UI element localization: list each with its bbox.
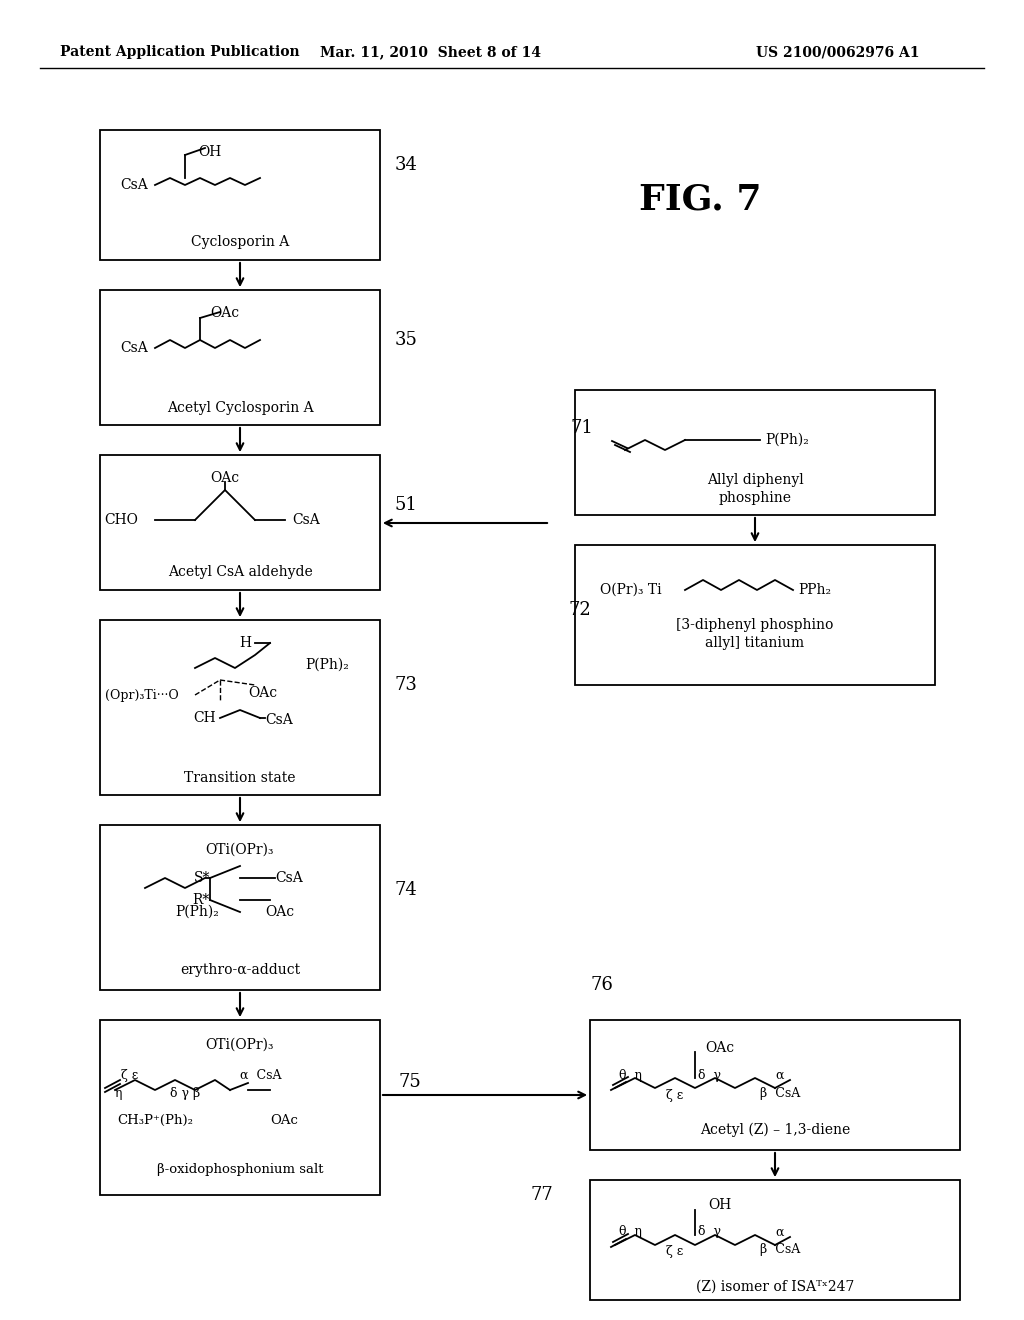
Text: allyl] titanium: allyl] titanium bbox=[706, 636, 805, 649]
Text: 34: 34 bbox=[395, 156, 418, 174]
Text: α: α bbox=[776, 1068, 784, 1081]
Text: 76: 76 bbox=[590, 975, 613, 994]
Text: CsA: CsA bbox=[120, 178, 148, 191]
Text: OTi(OPr)₃: OTi(OPr)₃ bbox=[206, 843, 274, 857]
Text: P(Ph)₂: P(Ph)₂ bbox=[765, 433, 809, 447]
Text: α  CsA: α CsA bbox=[240, 1068, 282, 1081]
Bar bbox=[100, 1020, 380, 1195]
Text: erythro-α-adduct: erythro-α-adduct bbox=[180, 964, 300, 977]
Text: S*: S* bbox=[194, 871, 210, 884]
Text: β-oxidophosphonium salt: β-oxidophosphonium salt bbox=[157, 1163, 324, 1176]
Text: Mar. 11, 2010  Sheet 8 of 14: Mar. 11, 2010 Sheet 8 of 14 bbox=[319, 45, 541, 59]
Text: δ γ β: δ γ β bbox=[170, 1086, 200, 1100]
Bar bbox=[575, 389, 935, 515]
Text: CsA: CsA bbox=[275, 871, 303, 884]
Bar bbox=[590, 1020, 961, 1150]
Text: P(Ph)₂: P(Ph)₂ bbox=[175, 906, 219, 919]
Text: phosphine: phosphine bbox=[719, 491, 792, 506]
Text: θ  η: θ η bbox=[618, 1068, 641, 1081]
Text: ζ ε: ζ ε bbox=[667, 1089, 684, 1101]
Text: P(Ph)₂: P(Ph)₂ bbox=[305, 657, 349, 672]
Text: CsA: CsA bbox=[292, 513, 319, 527]
Text: PPh₂: PPh₂ bbox=[798, 583, 831, 597]
Text: (Opr)₃Ti···O: (Opr)₃Ti···O bbox=[105, 689, 179, 701]
Text: 73: 73 bbox=[395, 676, 418, 694]
Text: 35: 35 bbox=[395, 331, 418, 348]
Text: β  CsA: β CsA bbox=[760, 1086, 800, 1100]
Text: (Z) isomer of ISAᵀˣ247: (Z) isomer of ISAᵀˣ247 bbox=[696, 1280, 854, 1294]
Text: η: η bbox=[115, 1086, 122, 1100]
Text: 77: 77 bbox=[530, 1185, 553, 1204]
Text: R*: R* bbox=[193, 894, 210, 907]
Bar bbox=[575, 545, 935, 685]
Text: Acetyl (Z) – 1,3-diene: Acetyl (Z) – 1,3-diene bbox=[699, 1123, 850, 1138]
Text: OH: OH bbox=[709, 1199, 731, 1212]
Text: OAc: OAc bbox=[211, 306, 240, 319]
Text: [3-diphenyl phosphino: [3-diphenyl phosphino bbox=[676, 618, 834, 632]
Text: α: α bbox=[776, 1225, 784, 1238]
Text: OAc: OAc bbox=[211, 471, 240, 484]
Text: Transition state: Transition state bbox=[184, 771, 296, 785]
Text: Patent Application Publication: Patent Application Publication bbox=[60, 45, 300, 59]
Text: 74: 74 bbox=[395, 880, 418, 899]
Text: OAc: OAc bbox=[270, 1114, 298, 1126]
Bar bbox=[590, 1180, 961, 1300]
Text: OAc: OAc bbox=[706, 1041, 734, 1055]
Text: FIG. 7: FIG. 7 bbox=[639, 183, 761, 216]
Text: 71: 71 bbox=[570, 418, 593, 437]
Text: Acetyl Cyclosporin A: Acetyl Cyclosporin A bbox=[167, 401, 313, 414]
Text: OH: OH bbox=[199, 145, 221, 158]
Text: OAc: OAc bbox=[265, 906, 294, 919]
Text: θ  η: θ η bbox=[618, 1225, 641, 1238]
Text: O(Pr)₃ Ti: O(Pr)₃ Ti bbox=[600, 583, 662, 597]
Text: Allyl diphenyl: Allyl diphenyl bbox=[707, 473, 804, 487]
Text: 51: 51 bbox=[395, 496, 418, 513]
Text: CH: CH bbox=[194, 711, 216, 725]
Text: OTi(OPr)₃: OTi(OPr)₃ bbox=[206, 1038, 274, 1052]
Bar bbox=[100, 129, 380, 260]
Text: Cyclosporin A: Cyclosporin A bbox=[190, 235, 289, 249]
Text: OAc: OAc bbox=[248, 686, 278, 700]
Bar bbox=[100, 455, 380, 590]
Text: CHO: CHO bbox=[104, 513, 138, 527]
Text: CsA: CsA bbox=[265, 713, 293, 727]
Text: CH₃P⁺(Ph)₂: CH₃P⁺(Ph)₂ bbox=[117, 1114, 193, 1126]
Text: Acetyl CsA aldehyde: Acetyl CsA aldehyde bbox=[168, 565, 312, 579]
Text: β  CsA: β CsA bbox=[760, 1243, 800, 1257]
Text: 72: 72 bbox=[568, 601, 591, 619]
Text: δ  γ: δ γ bbox=[698, 1225, 722, 1238]
Bar bbox=[100, 290, 380, 425]
Text: 75: 75 bbox=[398, 1073, 421, 1092]
Text: H: H bbox=[239, 636, 251, 649]
Text: US 2100/0062976 A1: US 2100/0062976 A1 bbox=[757, 45, 920, 59]
Bar bbox=[100, 620, 380, 795]
Text: ζ ε: ζ ε bbox=[122, 1068, 138, 1081]
Text: ζ ε: ζ ε bbox=[667, 1246, 684, 1258]
Text: CsA: CsA bbox=[120, 341, 148, 355]
Bar bbox=[100, 825, 380, 990]
Text: δ  γ: δ γ bbox=[698, 1068, 722, 1081]
